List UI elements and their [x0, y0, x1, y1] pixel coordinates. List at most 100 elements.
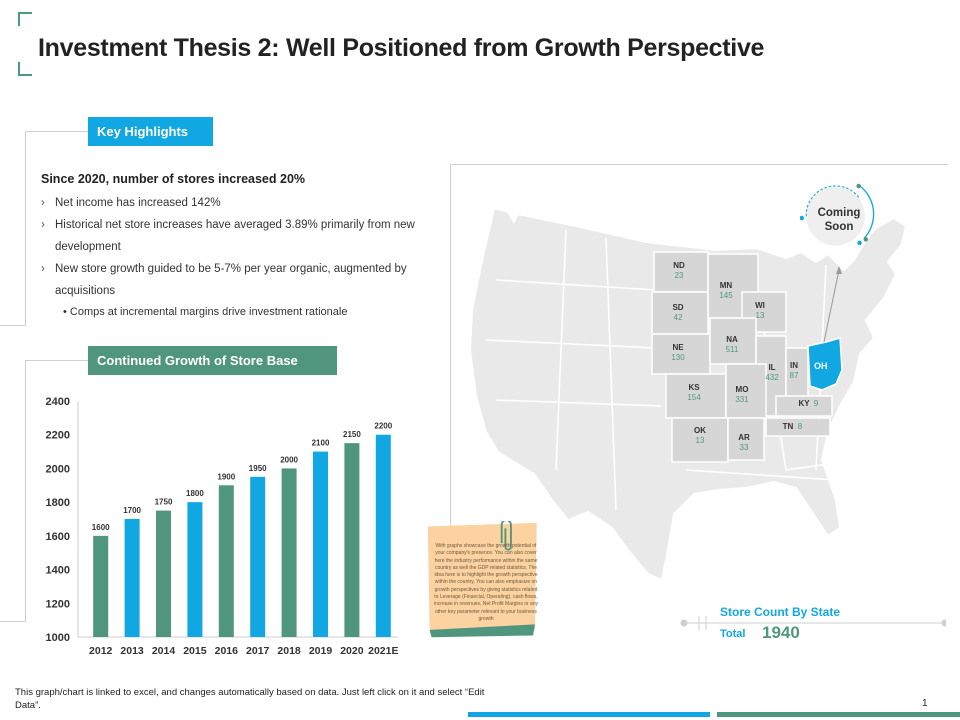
state-ar[interactable]	[727, 417, 765, 461]
paperclip-icon	[500, 521, 512, 551]
y-tick-label: 1400	[46, 565, 70, 577]
state-tn[interactable]	[765, 417, 831, 437]
state-ok[interactable]	[671, 417, 729, 463]
chart-bar	[281, 468, 297, 637]
y-tick-label: 2200	[46, 430, 70, 442]
coming-soon-label: Coming Soon	[817, 207, 861, 233]
coming-soon-ring	[805, 185, 860, 217]
frame-line	[0, 325, 26, 326]
footer-bar-blue	[468, 712, 710, 717]
state-abbr-label: KY	[798, 399, 810, 408]
coming-soon-arc	[858, 184, 875, 239]
chart-bar	[375, 434, 391, 637]
state-abbr-label: AR	[738, 433, 750, 442]
frame-line	[25, 360, 26, 622]
state-abbr-label: NE	[672, 343, 684, 352]
bar-value-label: 2100	[312, 439, 330, 448]
bar-value-label: 1600	[92, 523, 110, 532]
state-count-label: 331	[735, 395, 749, 404]
y-tick-label: 2400	[46, 396, 70, 408]
x-tick-label: 2019	[309, 645, 333, 657]
map-panel	[450, 164, 948, 624]
state-count-label: 87	[790, 371, 799, 380]
state-abbr-label: KS	[688, 383, 700, 392]
y-tick-label: 1200	[46, 598, 70, 610]
highlight-bullet: New store growth guided to be 5-7% per y…	[41, 258, 441, 302]
chart-bar	[250, 476, 266, 637]
total-label: Total	[720, 628, 746, 640]
chart-bar	[344, 443, 360, 637]
x-tick-label: 2016	[215, 645, 239, 657]
state-abbr-label: MN	[720, 281, 733, 290]
state-nd[interactable]	[653, 251, 709, 293]
store-growth-chart[interactable]: 1000 1200 1400 1600 1800 2000 2200 2400 1600 2012…	[30, 385, 410, 660]
x-tick-label: 2017	[246, 645, 270, 657]
total-value: 1940	[762, 623, 800, 642]
x-tick-label: 2020	[340, 645, 364, 657]
footnote: This graph/chart is linked to excel, and…	[15, 687, 485, 711]
store-count-label: Store Count By State	[720, 605, 841, 619]
state-count-label: 432	[765, 373, 779, 382]
arrow-head	[836, 266, 842, 274]
frame-line	[25, 360, 88, 361]
state-count-label: 13	[756, 311, 765, 320]
state-count-label: 23	[675, 271, 684, 280]
state-count-label: 130	[671, 353, 685, 362]
chart-bar	[124, 519, 140, 637]
state-oh-label: OH	[814, 361, 828, 371]
frame-line	[25, 131, 88, 132]
y-tick-label: 1800	[46, 497, 70, 509]
page-title: Investment Thesis 2: Well Positioned fro…	[38, 34, 765, 62]
chart-bar	[187, 502, 203, 637]
state-oh-highlight[interactable]	[807, 337, 843, 391]
y-tick-label: 1000	[46, 632, 70, 644]
state-ne[interactable]	[651, 333, 711, 375]
state-ky[interactable]	[775, 395, 833, 417]
sticky-note	[427, 521, 537, 638]
x-tick-label: 2018	[277, 645, 301, 657]
state-abbr-label: SD	[672, 303, 683, 312]
arc-dot	[856, 183, 861, 189]
chart-bar	[313, 451, 328, 637]
footer-bar-green	[717, 712, 960, 717]
x-tick-label: 2013	[120, 645, 144, 657]
state-abbr-label: ND	[673, 261, 685, 270]
bar-value-label: 1750	[155, 498, 173, 507]
state-abbr-label: WI	[755, 301, 765, 310]
highlight-bullet: Net income has increased 142%	[41, 192, 441, 214]
state-abbr-label: IN	[790, 361, 798, 370]
state-count-label: 511	[726, 345, 739, 354]
state-ks[interactable]	[665, 373, 727, 419]
map-line-dot-right	[941, 619, 946, 627]
note-text: With graphs showcase the growth potentia…	[433, 543, 539, 622]
state-abbr-label: NA	[726, 335, 738, 344]
state-count-label: 13	[696, 436, 705, 445]
coming-soon-arrow	[823, 269, 840, 343]
state-abbr-label: TN	[783, 422, 794, 431]
state-blocks	[651, 251, 833, 463]
x-tick-label: 2021E	[368, 645, 398, 657]
arc-dot	[857, 240, 862, 246]
us-map[interactable]: OH ND23MN145SD42WI13NE130NA511IL432IN87K…	[456, 170, 946, 630]
arc-dot	[800, 215, 804, 221]
x-tick-label: 2015	[183, 645, 207, 657]
frame-line	[0, 621, 26, 622]
bar-value-label: 1900	[217, 472, 235, 481]
state-count-label: 9	[814, 399, 819, 408]
bar-value-label: 1950	[249, 464, 267, 473]
highlights-list: Since 2020, number of stores increased 2…	[41, 172, 441, 322]
chart-bar	[156, 510, 171, 637]
bar-value-label: 2000	[280, 455, 298, 464]
highlight-sub-bullet: • Comps at incremental margins drive inv…	[63, 306, 348, 318]
y-tick-label: 2000	[46, 463, 70, 475]
state-count-label: 154	[687, 393, 701, 402]
state-borders	[485, 229, 857, 511]
map-line-dot-left	[680, 619, 688, 627]
x-tick-label: 2014	[152, 645, 176, 657]
coming-soon-bg	[806, 186, 865, 246]
state-na[interactable]	[709, 317, 757, 365]
key-highlights-badge: Key Highlights	[88, 117, 213, 146]
state-count-label: 8	[798, 422, 803, 431]
state-sd[interactable]	[651, 291, 709, 335]
y-tick-label: 1600	[46, 531, 70, 543]
